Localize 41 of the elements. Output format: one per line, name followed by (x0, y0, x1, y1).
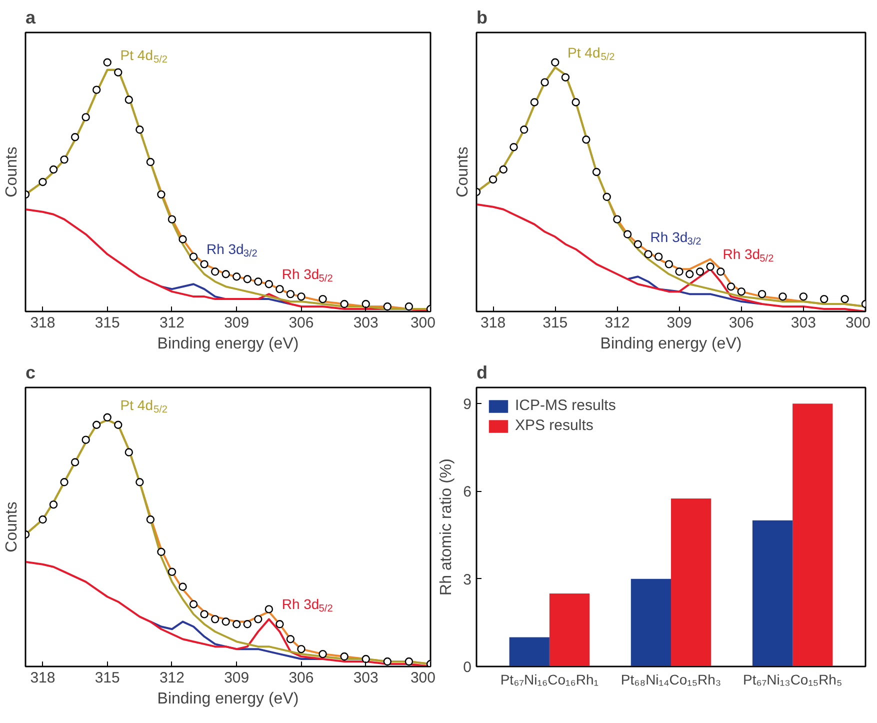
x-tick-label: 303 (790, 314, 816, 332)
x-tick-label: 312 (604, 314, 630, 332)
x-tick-label: 318 (30, 670, 56, 686)
chart-title: d (476, 362, 488, 382)
x-axis-title: Binding energy (eV) (600, 336, 742, 352)
x-tick-label: 300 (410, 314, 436, 332)
y-axis-title: Counts (454, 146, 472, 198)
y-tick-label: 6 (463, 484, 472, 501)
x-axis-title: Binding energy (eV) (157, 690, 299, 708)
y-tick-label: 0 (463, 659, 472, 676)
x-tick-label: 312 (159, 670, 185, 686)
x-tick-label: Pt₆₈Ni₁₄Co₁₅Rh₃ (620, 672, 722, 688)
x-tick-label: 318 (480, 314, 506, 332)
x-tick-label: 303 (353, 670, 378, 686)
x-tick-label: 309 (224, 670, 250, 686)
x-tick-label: 315 (542, 314, 568, 332)
chart-title: c (26, 362, 36, 382)
y-tick-label: 3 (463, 571, 472, 588)
x-tick-label: 309 (666, 314, 692, 332)
x-tick-label: 315 (94, 314, 120, 332)
x-tick-label: 306 (288, 670, 314, 686)
x-tick-label: 309 (224, 314, 250, 332)
x-tick-label: 315 (94, 670, 120, 686)
x-tick-label: 306 (728, 314, 754, 332)
x-tick-label: 300 (845, 314, 871, 332)
x-tick-label: 318 (30, 314, 56, 332)
chart-title: b (476, 8, 488, 28)
x-axis-title: Binding energy (eV) (157, 336, 299, 352)
x-tick-label: Pt₆₇Ni₁₃Co₁₅Rh₅ (743, 672, 842, 688)
x-tick-label: 303 (353, 314, 378, 332)
legend-label: XPS results (515, 417, 594, 434)
chart-title: a (26, 8, 36, 28)
x-tick-label: 300 (410, 670, 436, 686)
y-axis-title: Rh atomic ratio (%) (438, 458, 456, 596)
x-tick-label: 306 (288, 314, 314, 332)
legend-label: ICP-MS results (515, 397, 616, 414)
y-axis-title: Counts (4, 502, 20, 552)
y-axis-title: Counts (4, 146, 20, 198)
x-tick-label: 312 (159, 314, 185, 332)
y-tick-label: 9 (463, 396, 472, 414)
x-tick-label: Pt₆₇Ni₁₆Co₁₆Rh₁ (500, 672, 599, 688)
